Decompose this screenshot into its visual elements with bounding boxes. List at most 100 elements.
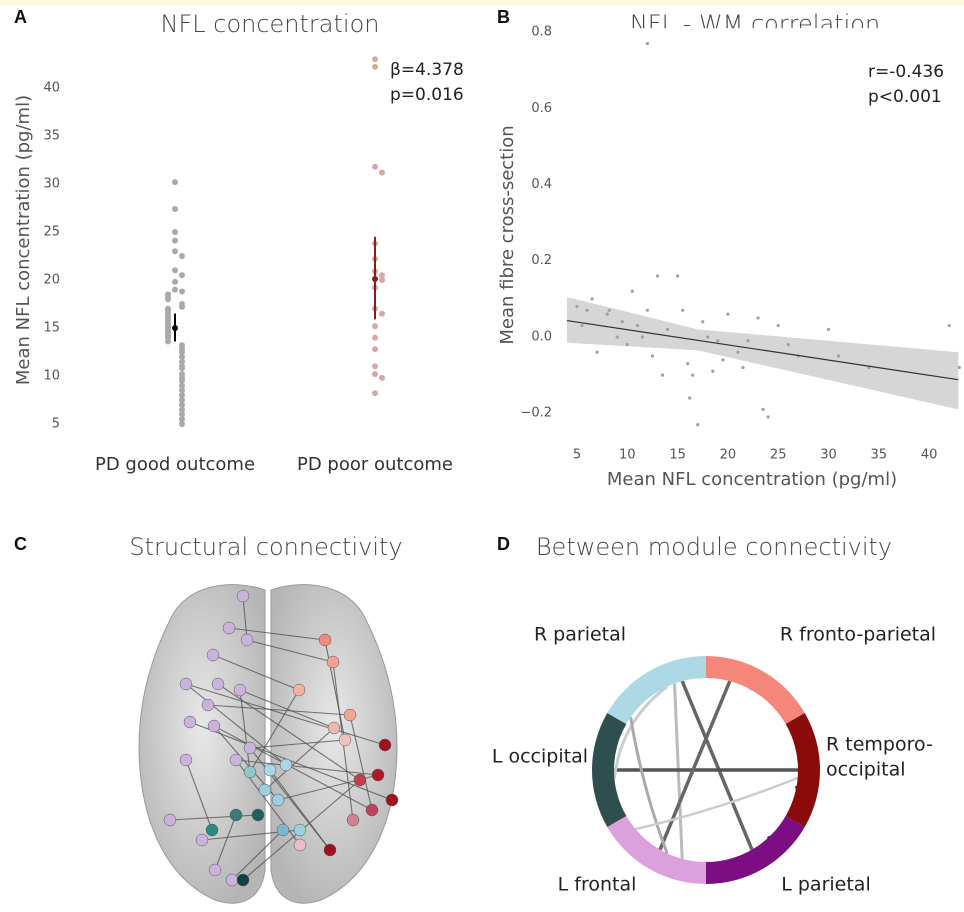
figure: A NFL concentration B NFL - WM correlati… [0, 0, 964, 912]
module-label: R parietal [534, 624, 626, 646]
data-point [691, 373, 694, 376]
data-point [701, 320, 704, 323]
x-axis-label: Mean NFL concentration (pg/ml) [607, 469, 897, 490]
data-point [777, 324, 780, 327]
data-point [165, 296, 171, 302]
data-point [179, 272, 185, 278]
module-label: L parietal [781, 874, 870, 896]
data-point [179, 289, 185, 295]
data-point [172, 279, 178, 285]
data-point [379, 375, 385, 381]
data-point [372, 164, 378, 170]
brain-node [230, 809, 242, 821]
data-point [372, 346, 378, 352]
annotation: r=-0.436 [868, 62, 944, 82]
data-point [179, 421, 185, 427]
module-label: R temporo- [826, 734, 933, 756]
brain-node [196, 834, 208, 846]
y-tick-label: 30 [43, 177, 60, 192]
brain-node [372, 769, 384, 781]
top-strip [0, 0, 964, 5]
chord-link [660, 681, 730, 850]
brain-node [354, 774, 366, 786]
data-point [726, 313, 729, 316]
x-tick-label: 15 [669, 448, 686, 463]
chord-diagram: R fronto-parietalR temporo-occipitalL pa… [492, 624, 936, 896]
x-tick-label: 5 [573, 448, 581, 463]
brain-node [241, 634, 253, 646]
y-tick-label: 0.6 [531, 101, 552, 116]
brain-node [379, 739, 391, 751]
data-point [696, 423, 699, 426]
panel-label: B [497, 7, 510, 27]
data-point [646, 42, 649, 45]
data-point [616, 335, 619, 338]
data-point [172, 267, 178, 273]
module-label: L occipital [492, 746, 588, 768]
data-point [661, 373, 664, 376]
x-tick-label: 40 [921, 448, 938, 463]
data-point [787, 343, 790, 346]
brain-node [272, 794, 284, 806]
data-point [575, 305, 578, 308]
data-point [762, 408, 765, 411]
panel-title: Structural connectivity [129, 533, 402, 561]
panel-label: C [14, 534, 27, 554]
y-tick-label: 40 [43, 81, 60, 96]
brain-node [212, 678, 224, 690]
data-point [736, 351, 739, 354]
data-point [621, 320, 624, 323]
brain-node [226, 874, 238, 886]
x-tick-label: 35 [871, 448, 888, 463]
chord-link [682, 681, 752, 850]
x-tick-label: 25 [770, 448, 787, 463]
brain-node [244, 742, 256, 754]
brain-node [386, 794, 398, 806]
data-point [756, 316, 759, 319]
panel-label: D [497, 534, 510, 554]
x-tick-label: 30 [820, 448, 837, 463]
annotation: p=0.016 [390, 85, 464, 105]
y-tick-label: 25 [43, 225, 60, 240]
data-point [716, 339, 719, 342]
panel-title: Between module connectivity [536, 533, 892, 561]
data-point [646, 309, 649, 312]
data-point [172, 238, 178, 244]
data-point [641, 335, 644, 338]
brain-node [319, 634, 331, 646]
data-point [165, 338, 171, 344]
data-point [379, 169, 385, 175]
data-point [746, 339, 749, 342]
data-point [676, 274, 679, 277]
data-point [666, 328, 669, 331]
brain-node [208, 720, 220, 732]
brain-node [277, 824, 289, 836]
chart-title: NFL concentration [161, 10, 380, 38]
brain-node [202, 699, 214, 711]
brain-node [206, 824, 218, 836]
panel-label: A [14, 7, 27, 27]
data-point [837, 354, 840, 357]
data-point [179, 304, 185, 310]
brain-node [328, 722, 340, 734]
brain-node [293, 684, 305, 696]
y-tick-label: 35 [43, 129, 60, 144]
data-point [741, 366, 744, 369]
data-point [606, 313, 609, 316]
data-point [686, 362, 689, 365]
brain-node [264, 764, 276, 776]
chord-link [636, 778, 798, 829]
brain-node [294, 839, 306, 851]
y-axis-label: Mean fibre cross-section [497, 125, 518, 344]
x-tick-label: 10 [619, 448, 636, 463]
brain-node [237, 590, 249, 602]
data-point [827, 328, 830, 331]
y-tick-label: 0.8 [531, 25, 552, 40]
annotation: β=4.378 [390, 60, 464, 80]
data-point [585, 309, 588, 312]
data-point [631, 290, 634, 293]
right-hemisphere [271, 585, 397, 904]
data-point [626, 343, 629, 346]
x-tick-label: PD good outcome [95, 454, 255, 475]
brain-node [252, 809, 264, 821]
